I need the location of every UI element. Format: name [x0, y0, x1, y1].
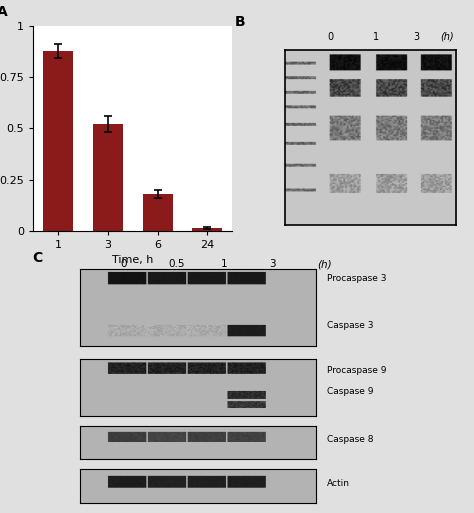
Bar — [93, 124, 123, 231]
Text: 3: 3 — [413, 32, 419, 42]
Text: Procaspase 9: Procaspase 9 — [327, 366, 386, 375]
Text: Procaspase 3: Procaspase 3 — [327, 274, 386, 283]
Text: Caspase 3: Caspase 3 — [327, 321, 374, 330]
Bar — [143, 194, 173, 231]
Text: C: C — [32, 251, 43, 265]
Text: Actin: Actin — [327, 479, 350, 488]
Text: (h): (h) — [440, 32, 454, 42]
Text: 1: 1 — [374, 32, 379, 42]
Text: A: A — [0, 5, 8, 19]
Text: 0.5: 0.5 — [168, 259, 184, 269]
Text: Caspase 9: Caspase 9 — [327, 387, 374, 396]
Text: 0: 0 — [121, 259, 127, 269]
Text: 3: 3 — [269, 259, 275, 269]
Text: 1: 1 — [221, 259, 228, 269]
Bar — [192, 228, 222, 231]
Bar — [43, 51, 73, 231]
Text: Caspase 8: Caspase 8 — [327, 436, 374, 444]
Text: B: B — [235, 15, 245, 29]
X-axis label: Time, h: Time, h — [112, 255, 154, 265]
Text: (h): (h) — [317, 259, 332, 269]
Text: 0: 0 — [328, 32, 334, 42]
